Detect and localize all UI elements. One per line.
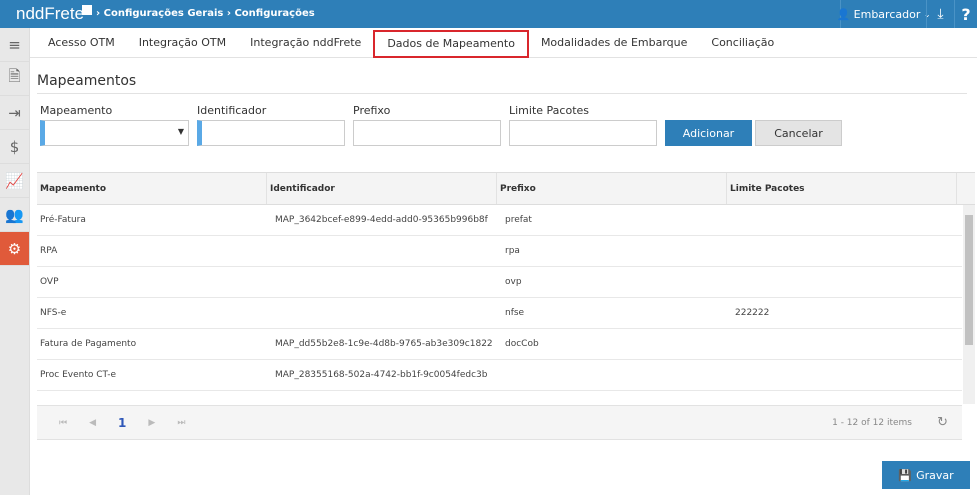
grid-body: Pré-Fatura MAP_3642bcef-e899-4edd-add0-95… [37,205,962,404]
document-check-icon[interactable]: 🗎 [0,62,29,96]
dropdown-arrow-icon: ▼ [177,127,184,136]
limite-label: Limite Pacotes [509,104,590,117]
tab-acesso-otm[interactable]: Acesso OTM [48,36,115,49]
prefixo-label: Prefixo [353,104,391,117]
prefixo-input[interactable] [353,120,501,146]
save-icon: 💾 [898,468,913,482]
mapeamento-select[interactable]: ▼ [40,120,189,146]
first-page-icon[interactable]: ⏮ [59,417,68,428]
table-cell: rpa [505,246,520,256]
table-cell [727,360,957,390]
divider [37,93,967,94]
payment-icon[interactable]: $ [0,130,29,164]
table-cell: docCob [505,339,539,349]
breadcrumb: › Configurações Gerais › Configurações [96,8,315,19]
table-cell: MAP_28355168-502a-4742-bb1f-9c0054fedc3b [275,370,488,380]
tab-bar: Acesso OTM Integração OTM Integração ndd… [30,28,977,58]
table-cell [727,205,957,235]
pager: ⏮ ◀ 1 ▶ ⏭ 1 - 12 of 12 items ↻ [37,405,962,440]
user-menu[interactable]: 👤 Embarcador ⌄ [836,0,931,28]
breadcrumb-item[interactable]: Configurações Gerais [103,8,224,19]
menu-icon[interactable]: ≡ [0,28,29,62]
table-cell [727,236,957,266]
prev-page-icon[interactable]: ◀ [89,417,97,428]
table-row[interactable]: NFS-e nfse 222222 [37,298,962,329]
column-header[interactable]: Mapeamento [37,173,267,204]
identificador-label: Identificador [197,104,267,117]
table-cell: RPA [40,246,58,256]
users-icon[interactable]: 👥 [0,198,29,232]
settings-icon[interactable]: ⚙ [0,232,29,266]
scrollbar[interactable] [963,205,975,404]
next-page-icon[interactable]: ▶ [148,417,156,428]
tab-conciliacao[interactable]: Conciliação [711,36,775,49]
help-icon[interactable]: ? [954,0,977,28]
table-row[interactable]: Pré-Fatura MAP_3642bcef-e899-4edd-add0-95… [37,205,962,236]
table-cell: MAP_dd55b2e8-1c9e-4d8b-9765-ab3e309c1822 [275,339,493,349]
table-cell: nfse [505,308,525,318]
tab-integracao-nddfrete[interactable]: Integração nddFrete [250,36,362,49]
table-cell [267,236,497,266]
export-icon[interactable]: ⇥ [0,96,29,130]
page-number[interactable]: 1 [118,415,127,430]
tab-modalidades-embarque[interactable]: Modalidades de Embarque [540,36,688,49]
add-button[interactable]: Adicionar [665,120,752,146]
table-cell: NFS-e [40,308,67,318]
save-button[interactable]: 💾 Gravar [882,461,970,489]
column-header[interactable]: Prefixo [497,173,727,204]
mappings-grid: Mapeamento Identificador Prefixo Limite … [37,172,975,440]
tab-integracao-otm[interactable]: Integração OTM [138,36,227,49]
table-cell: MAP_3642bcef-e899-4edd-add0-95365b996b8f [275,215,488,225]
logo[interactable]: nddFrete [16,4,92,24]
table-cell: 222222 [735,308,770,318]
refresh-icon[interactable]: ↻ [937,415,948,430]
report-icon[interactable]: 📈 [0,164,29,198]
column-header[interactable]: Identificador [267,173,497,204]
table-cell: prefat [505,215,532,225]
section-title: Mapeamentos [37,73,137,89]
table-cell [727,329,957,359]
tab-dados-mapeamento[interactable]: Dados de Mapeamento [373,30,529,58]
table-cell: Pré-Fatura [40,215,86,225]
last-page-icon[interactable]: ⏭ [177,417,186,428]
identificador-input[interactable] [197,120,345,146]
table-cell [267,298,497,328]
table-cell [267,267,497,297]
table-cell [497,360,727,390]
table-cell [727,267,957,297]
top-bar: nddFrete › Configurações Gerais › Config… [0,0,977,28]
download-icon[interactable]: ⤓ [926,0,954,28]
limite-pacotes-input[interactable] [509,120,657,146]
user-icon: 👤 [836,7,854,21]
grid-header: Mapeamento Identificador Prefixo Limite … [37,173,975,205]
breadcrumb-item[interactable]: Configurações [234,8,315,19]
table-row[interactable]: RPA rpa [37,236,962,267]
table-row[interactable]: Fatura de Pagamento MAP_dd55b2e8-1c9e-4d8… [37,329,962,360]
table-cell: ovp [505,277,522,287]
mapeamento-label: Mapeamento [40,104,113,117]
table-row[interactable]: OVP ovp [37,267,962,298]
pager-info: 1 - 12 of 12 items [832,418,912,428]
table-row[interactable]: Proc Evento CT-e MAP_28355168-502a-4742-b… [37,360,962,391]
column-header[interactable]: Limite Pacotes [727,173,957,204]
table-cell: Fatura de Pagamento [40,339,137,349]
cancel-button[interactable]: Cancelar [755,120,842,146]
sidebar: ≡ 🗎 ⇥ $ 📈 👥 ⚙ [0,28,30,495]
table-cell: Proc Evento CT-e [40,370,116,380]
table-cell: OVP [40,277,59,287]
